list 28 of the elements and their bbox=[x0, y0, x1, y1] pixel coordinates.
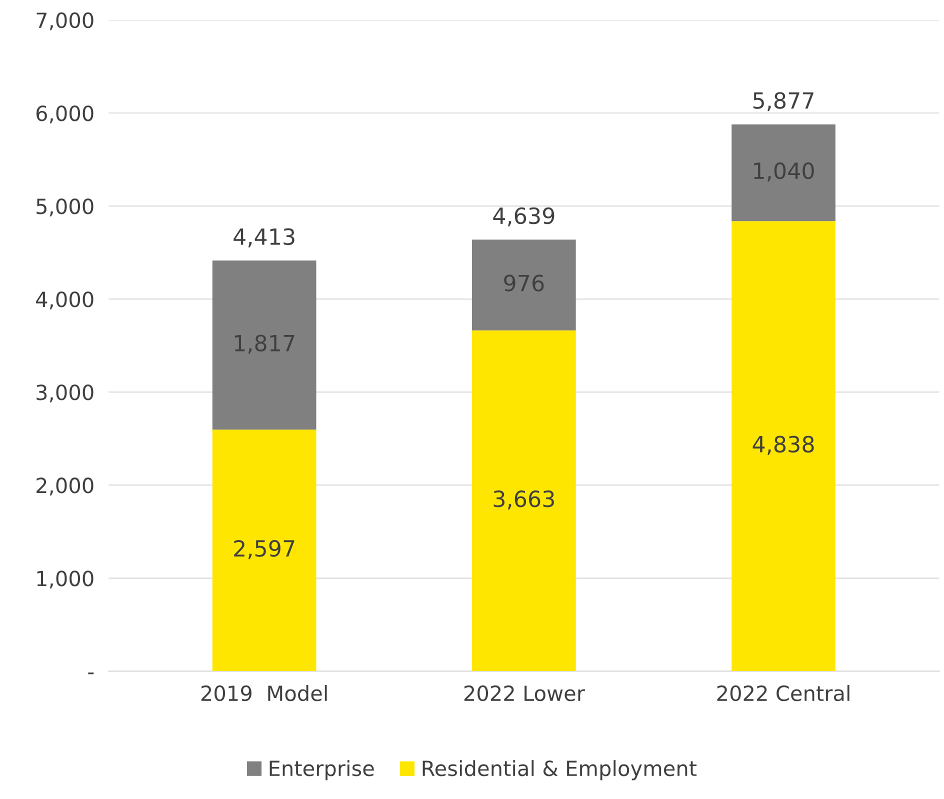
y-tick-label: 5,000 bbox=[36, 198, 94, 216]
x-tick-label: 2022 Lower bbox=[464, 685, 585, 702]
bar bbox=[732, 221, 836, 672]
y-tick-label: 1,000 bbox=[37, 570, 94, 588]
data-label: 1,817 bbox=[234, 334, 294, 354]
y-tick-label: 4,000 bbox=[36, 292, 94, 310]
y-tick-label: 7,000 bbox=[36, 12, 94, 30]
bar bbox=[472, 240, 576, 330]
bar bbox=[472, 330, 576, 672]
total-label: 4,639 bbox=[493, 207, 554, 226]
y-tick-label: 6,000 bbox=[36, 105, 94, 124]
y-tick-label: 3,000 bbox=[36, 384, 94, 402]
data-label: 3,663 bbox=[494, 490, 554, 510]
x-tick-label: 2022 Central bbox=[717, 685, 850, 702]
bar bbox=[732, 124, 836, 222]
y-tick-label: - bbox=[88, 672, 94, 674]
data-label: 4,838 bbox=[752, 436, 814, 455]
bar bbox=[212, 430, 316, 672]
legend-label: Enterprise bbox=[270, 760, 374, 780]
data-label: 976 bbox=[504, 274, 544, 292]
bar bbox=[212, 260, 316, 430]
total-label: 4,413 bbox=[234, 228, 294, 248]
total-label: 5,877 bbox=[753, 92, 814, 112]
x-tick-label: 2019 Model bbox=[201, 685, 327, 702]
data-label: 1,040 bbox=[754, 162, 814, 182]
y-tick-label: 2,000 bbox=[36, 478, 94, 496]
data-label: 2,597 bbox=[234, 540, 294, 560]
legend-label: Residential & Employment bbox=[422, 760, 697, 780]
